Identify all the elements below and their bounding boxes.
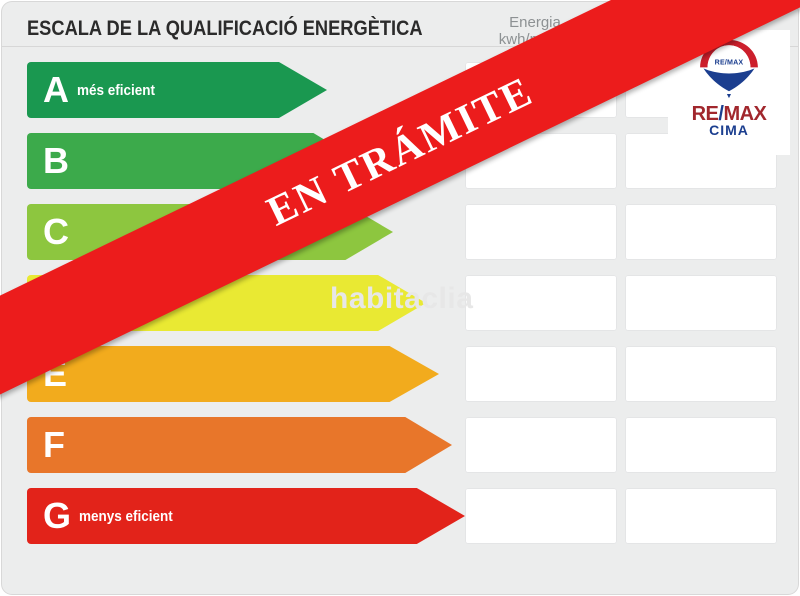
svg-text:RE/MAX: RE/MAX	[715, 58, 744, 66]
